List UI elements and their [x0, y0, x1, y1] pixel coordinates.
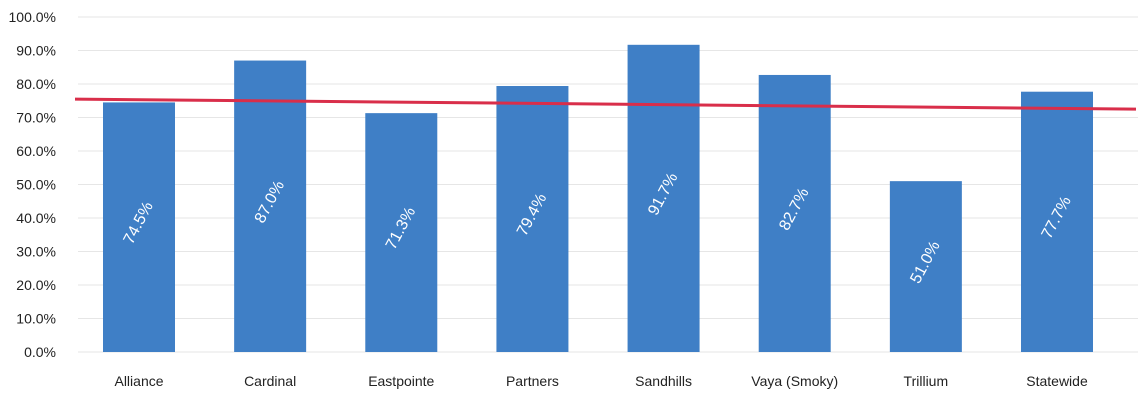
bar: [889, 181, 962, 352]
x-category-label: Cardinal: [244, 373, 296, 389]
y-tick-label: 20.0%: [16, 277, 56, 293]
bar: [365, 113, 438, 353]
reference-line-group: [74, 97, 1137, 111]
y-axis-tick-labels: 0.0% 10.0% 20.0% 30.0% 40.0% 50.0% 60.0% 70.0% 8…: [9, 9, 56, 360]
y-tick-label: 30.0%: [16, 244, 56, 260]
y-tick-label: 70.0%: [16, 110, 56, 126]
y-tick-label: 100.0%: [9, 9, 56, 25]
x-category-label: Eastpointe: [368, 373, 434, 389]
x-category-label: Sandhills: [635, 373, 692, 389]
y-tick-label: 60.0%: [16, 143, 56, 159]
y-tick-label: 0.0%: [24, 344, 56, 360]
bar: [234, 60, 307, 353]
bar: [103, 102, 175, 352]
y-tick-label: 40.0%: [16, 210, 56, 226]
y-tick-label: 10.0%: [16, 311, 56, 327]
x-category-label: Trillium: [904, 373, 949, 389]
y-tick-label: 90.0%: [16, 43, 56, 59]
x-category-label: Alliance: [114, 373, 163, 389]
bar: [1021, 91, 1093, 352]
reference-line: [74, 97, 1137, 111]
y-tick-label: 80.0%: [16, 76, 56, 92]
y-tick-label: 50.0%: [16, 177, 56, 193]
x-category-label: Vaya (Smoky): [751, 373, 838, 389]
bar: [758, 74, 831, 352]
x-axis-category-labels: Alliance Cardinal Eastpointe Partners Sandhi…: [114, 373, 1087, 389]
bars: [103, 44, 1093, 353]
x-category-label: Statewide: [1026, 373, 1088, 389]
bar: [627, 44, 700, 353]
x-category-label: Partners: [506, 373, 559, 389]
bar: [496, 86, 569, 352]
